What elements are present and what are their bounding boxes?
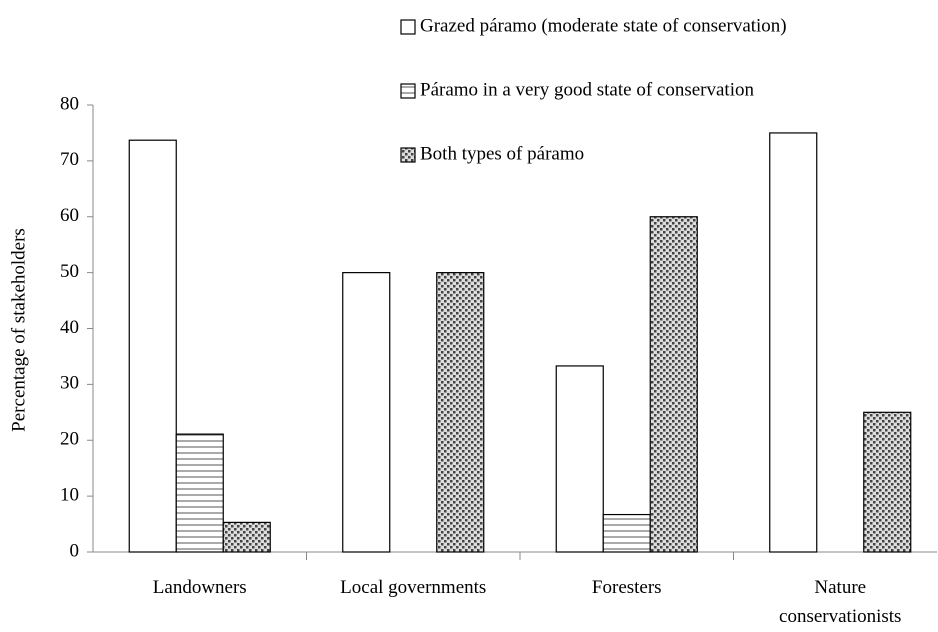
y-tick-label: 20 — [60, 429, 79, 450]
bar — [222, 521, 271, 553]
y-tick-label: 70 — [60, 149, 79, 170]
legend-swatch — [400, 83, 416, 99]
bar — [342, 272, 391, 553]
y-tick-label: 60 — [60, 205, 79, 226]
y-tick-label: 80 — [60, 93, 79, 114]
y-tick-label: 30 — [60, 373, 79, 394]
y-tick-label: 40 — [60, 317, 79, 338]
legend-label: Páramo in a very good state of conservat… — [420, 79, 754, 100]
bar — [128, 139, 177, 553]
y-tick-label: 10 — [60, 484, 79, 505]
x-tick-label: Nature conservationists — [779, 577, 902, 627]
x-tick-label: Local governments — [340, 577, 487, 598]
y-axis-label: Percentage of stakeholders — [8, 228, 29, 432]
bar — [175, 433, 224, 553]
bar — [602, 513, 651, 553]
bar — [649, 216, 698, 553]
bar — [555, 365, 604, 553]
x-tick-label: Foresters — [591, 577, 662, 598]
bar — [863, 411, 912, 553]
y-tick-label: 50 — [60, 261, 79, 282]
y-tick-label: 0 — [70, 540, 80, 561]
legend-label: Both types of páramo — [420, 143, 584, 164]
bar — [436, 272, 485, 553]
bar — [769, 132, 818, 553]
x-tick-label: Landowners — [152, 577, 247, 598]
legend-swatch — [400, 19, 416, 35]
legend-swatch — [400, 147, 416, 163]
legend-label: Grazed páramo (moderate state of conserv… — [420, 15, 787, 36]
